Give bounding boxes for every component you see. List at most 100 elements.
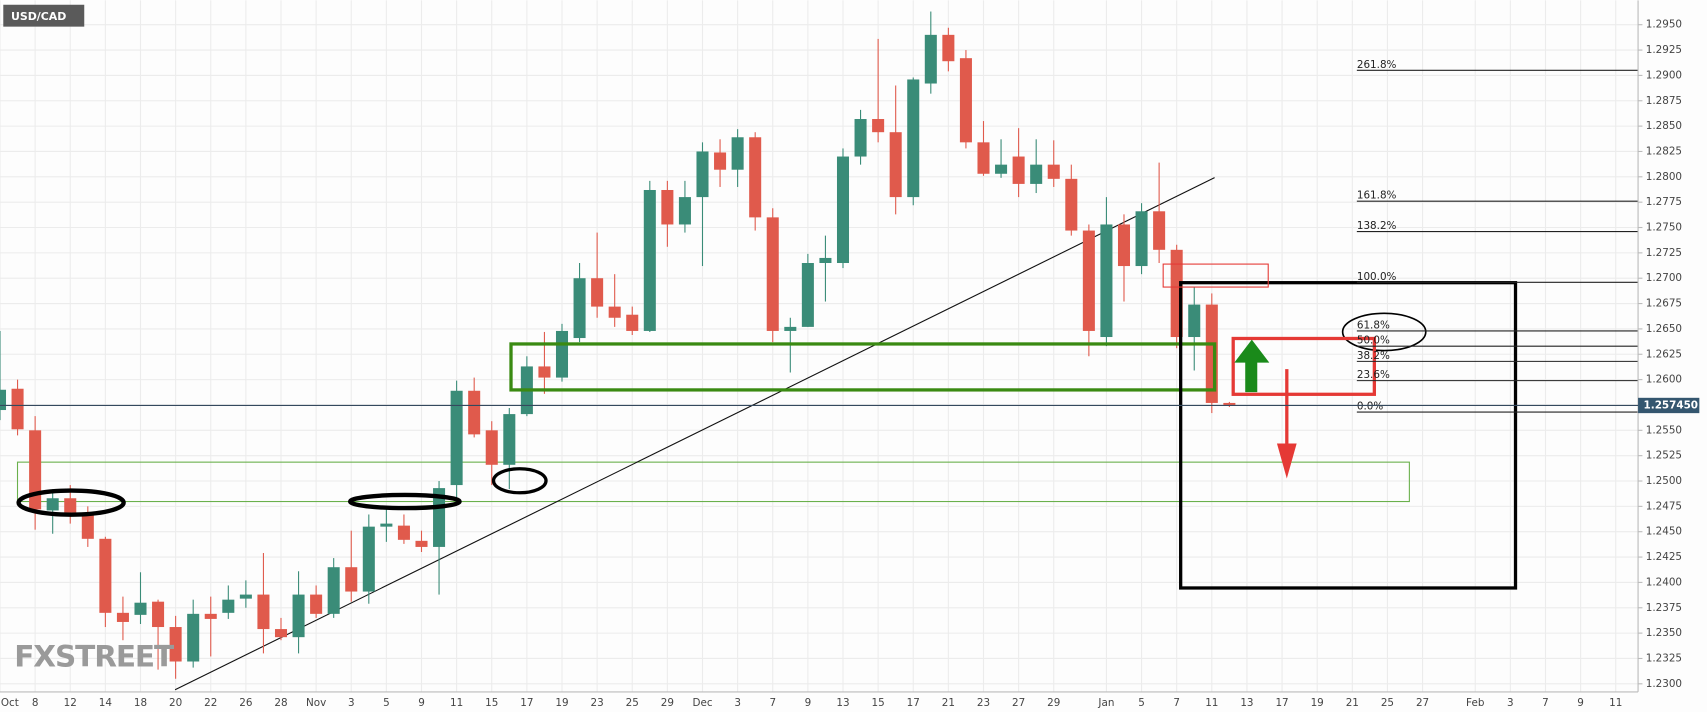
support-zone	[16, 461, 1410, 503]
y-tick-label: 1.2400	[1646, 576, 1682, 588]
y-tick-label: 1.2475	[1646, 500, 1682, 512]
candle-body	[714, 152, 727, 170]
candle-body	[907, 79, 920, 198]
x-tick-label: 5	[383, 697, 390, 709]
candle-body	[538, 366, 551, 378]
chart-title: USD/CAD	[11, 10, 66, 23]
candle-body	[169, 627, 182, 662]
x-tick-label: 11	[1205, 697, 1218, 709]
y-tick-label: 1.2450	[1646, 526, 1682, 538]
x-tick-label: 15	[485, 697, 498, 709]
candle-body	[836, 156, 850, 264]
axis-labels: 1.2300 1.2325 1.2350 1.2375 1.2400 1.2425 1.24…	[1, 19, 1682, 709]
candle-body	[380, 523, 393, 527]
down-arrow	[1276, 443, 1297, 479]
x-tick-label: 18	[134, 697, 147, 709]
candle-body	[222, 599, 235, 613]
candle-body	[327, 567, 340, 614]
watermark: FXSTREET	[14, 640, 174, 674]
candle-body	[468, 390, 481, 435]
x-tick-label: 13	[836, 697, 849, 709]
candle-body	[1135, 211, 1148, 267]
candle-body	[661, 189, 674, 225]
y-tick-label: 1.2600	[1646, 374, 1682, 386]
x-tick-label: 15	[872, 697, 885, 709]
fib-label: 138.2%	[1357, 220, 1397, 232]
candle-body	[485, 430, 498, 465]
zone-box	[509, 342, 1217, 392]
candle-body	[749, 137, 762, 218]
fib-label: 50.0%	[1357, 335, 1390, 347]
candle-body	[801, 263, 814, 327]
x-tick-label: Jan	[1097, 697, 1114, 709]
candle-body	[959, 58, 972, 143]
candle-body	[626, 314, 639, 331]
candle-body	[362, 526, 375, 592]
x-tick-label: 13	[1240, 697, 1253, 709]
x-tick-label: 27	[1012, 697, 1025, 709]
y-tick-label: 1.2925	[1646, 44, 1682, 56]
x-tick-label: 17	[520, 697, 533, 709]
x-tick-label: 7	[1173, 697, 1180, 709]
x-tick-label: 21	[942, 697, 955, 709]
candle-body	[696, 151, 709, 198]
x-tick-label: 3	[1507, 697, 1514, 709]
x-tick-label: 11	[450, 697, 463, 709]
y-tick-label: 1.2375	[1646, 602, 1682, 614]
y-tick-label: 1.2700	[1646, 272, 1682, 284]
candle-body	[766, 217, 779, 331]
candle-body	[433, 488, 446, 547]
y-tick-label: 1.2350	[1646, 627, 1682, 639]
y-tick-label: 1.2950	[1646, 19, 1682, 31]
ellipse	[1341, 312, 1427, 352]
x-tick-label: 11	[1609, 697, 1622, 709]
x-tick-label: 12	[64, 697, 77, 709]
candle-body	[310, 594, 323, 614]
fib-label: 61.8%	[1357, 319, 1390, 331]
candle-body	[924, 34, 937, 84]
candle-body	[274, 629, 288, 638]
x-tick-label: Oct	[1, 697, 19, 709]
y-tick-label: 1.2300	[1646, 678, 1682, 690]
candle-body	[1047, 164, 1060, 179]
x-tick-label: 21	[1346, 697, 1359, 709]
red-box	[1231, 336, 1376, 396]
y-tick-label: 1.2725	[1646, 247, 1682, 259]
candle-body	[977, 142, 990, 174]
candle-body	[29, 430, 42, 510]
candle-body	[784, 326, 797, 331]
x-tick-label: 23	[977, 697, 990, 709]
fibonacci: 261.8% 161.8% 138.2% 100.0% 61.8% 50.0% 38.2% 2…	[1356, 59, 1639, 413]
candle-body	[1153, 211, 1166, 250]
x-tick-label: 20	[169, 697, 182, 709]
candle-body	[239, 594, 252, 599]
x-tick-label: 3	[734, 697, 741, 709]
candle-body	[64, 498, 77, 513]
x-tick-label: 3	[348, 697, 355, 709]
ellipse	[491, 467, 548, 495]
up-arrow	[1234, 339, 1270, 393]
red-box	[1162, 263, 1269, 288]
candle-body	[11, 388, 24, 430]
candle-body	[1012, 156, 1025, 184]
y-tick-label: 1.2625	[1646, 348, 1682, 360]
y-tick-label: 1.2875	[1646, 95, 1682, 107]
candle-body	[854, 119, 867, 157]
x-tick-label: 22	[204, 697, 217, 709]
candle-body	[99, 538, 112, 613]
title-box	[3, 4, 85, 27]
candle-body	[345, 567, 358, 592]
y-tick-label: 1.2325	[1646, 652, 1682, 664]
candle-body	[678, 197, 691, 225]
fib-label: 100.0%	[1357, 271, 1397, 283]
candle-body	[608, 306, 621, 318]
candle-body	[1030, 164, 1043, 184]
x-tick-label: 19	[555, 697, 568, 709]
candle-body	[0, 389, 7, 411]
x-tick-label: 25	[626, 697, 639, 709]
x-tick-label: 17	[1275, 697, 1288, 709]
y-tick-label: 1.2800	[1646, 171, 1682, 183]
y-tick-label: 1.2675	[1646, 298, 1682, 310]
candle-body	[152, 601, 165, 628]
